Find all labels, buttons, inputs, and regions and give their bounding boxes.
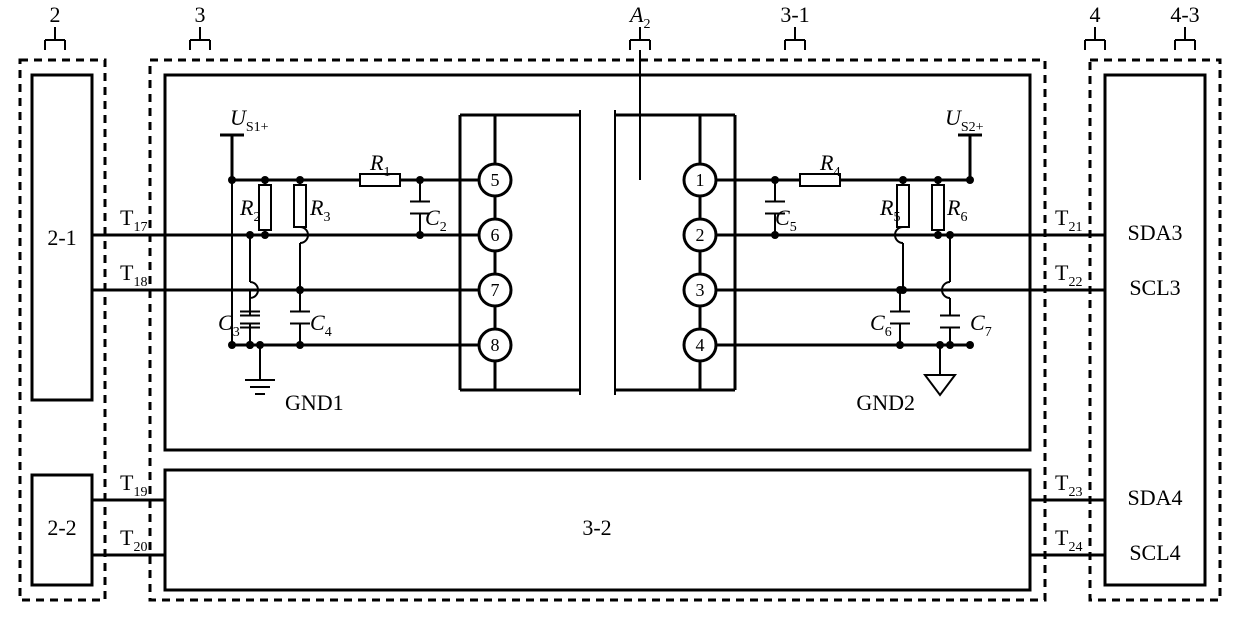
svg-text:1: 1 xyxy=(696,170,705,190)
svg-text:C3: C3 xyxy=(218,310,240,340)
svg-text:4: 4 xyxy=(1090,2,1101,27)
svg-text:C6: C6 xyxy=(870,310,892,340)
svg-text:6: 6 xyxy=(491,225,500,245)
svg-text:GND2: GND2 xyxy=(856,390,915,415)
svg-text:5: 5 xyxy=(491,170,500,190)
svg-text:R3: R3 xyxy=(309,195,330,225)
svg-text:3-2: 3-2 xyxy=(582,515,611,540)
svg-text:SCL3: SCL3 xyxy=(1129,275,1180,300)
svg-text:T21: T21 xyxy=(1055,205,1082,235)
svg-text:C2: C2 xyxy=(425,205,447,235)
svg-text:8: 8 xyxy=(491,335,500,355)
svg-text:3-1: 3-1 xyxy=(780,2,809,27)
svg-text:2-2: 2-2 xyxy=(47,515,76,540)
svg-text:4: 4 xyxy=(696,335,705,355)
svg-text:T24: T24 xyxy=(1055,525,1082,555)
svg-text:3: 3 xyxy=(696,280,705,300)
svg-text:T22: T22 xyxy=(1055,260,1082,290)
svg-text:T20: T20 xyxy=(120,525,147,555)
svg-text:2-1: 2-1 xyxy=(47,225,76,250)
svg-text:T17: T17 xyxy=(120,205,147,235)
svg-text:2: 2 xyxy=(696,225,705,245)
svg-text:R6: R6 xyxy=(946,195,967,225)
svg-text:T23: T23 xyxy=(1055,470,1082,500)
svg-text:US1+: US1+ xyxy=(230,105,269,135)
svg-text:SCL4: SCL4 xyxy=(1129,540,1180,565)
svg-text:SDA4: SDA4 xyxy=(1127,485,1182,510)
svg-text:T19: T19 xyxy=(120,470,147,500)
svg-text:C4: C4 xyxy=(310,310,332,340)
svg-text:2: 2 xyxy=(50,2,61,27)
svg-text:SDA3: SDA3 xyxy=(1127,220,1182,245)
svg-text:T18: T18 xyxy=(120,260,147,290)
svg-text:R2: R2 xyxy=(239,195,260,225)
svg-text:C5: C5 xyxy=(775,205,797,235)
svg-text:GND1: GND1 xyxy=(285,390,344,415)
svg-text:US2+: US2+ xyxy=(945,105,984,135)
svg-text:7: 7 xyxy=(491,280,500,300)
svg-text:C7: C7 xyxy=(970,310,992,340)
svg-text:4-3: 4-3 xyxy=(1170,2,1199,27)
svg-text:3: 3 xyxy=(195,2,206,27)
